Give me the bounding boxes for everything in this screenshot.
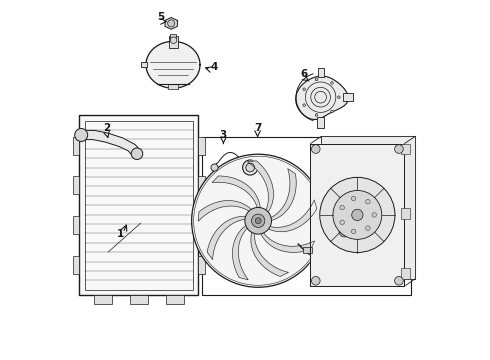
Text: 4: 4 [211, 62, 218, 72]
Circle shape [312, 145, 320, 153]
Polygon shape [270, 169, 296, 221]
Circle shape [245, 207, 271, 234]
Circle shape [351, 196, 356, 201]
Circle shape [171, 37, 177, 44]
Circle shape [303, 104, 305, 107]
Circle shape [312, 276, 320, 285]
Circle shape [331, 110, 333, 113]
Bar [401, 208, 410, 219]
Bar [343, 93, 353, 102]
Circle shape [394, 145, 403, 153]
Polygon shape [310, 144, 404, 286]
Polygon shape [295, 76, 348, 120]
Polygon shape [146, 41, 200, 88]
Bar [168, 84, 178, 89]
Circle shape [394, 276, 403, 285]
Bar [166, 295, 184, 304]
Polygon shape [198, 201, 252, 221]
Circle shape [331, 82, 333, 84]
Circle shape [243, 160, 258, 175]
Polygon shape [321, 136, 415, 279]
Circle shape [192, 154, 325, 287]
Circle shape [315, 114, 318, 116]
Bar [169, 36, 178, 48]
Circle shape [74, 129, 88, 141]
Bar [73, 256, 79, 274]
Bar [318, 117, 324, 128]
Bar [198, 256, 205, 274]
Bar [303, 247, 313, 253]
Circle shape [340, 220, 344, 225]
Text: 6: 6 [301, 69, 308, 79]
Polygon shape [212, 176, 260, 209]
Bar [401, 144, 410, 154]
Bar [171, 34, 176, 38]
Bar [73, 216, 79, 234]
Circle shape [131, 148, 143, 159]
Circle shape [372, 213, 376, 217]
Bar [85, 121, 193, 290]
Circle shape [338, 96, 340, 99]
Circle shape [352, 209, 363, 221]
Circle shape [303, 88, 305, 91]
Circle shape [351, 229, 356, 234]
Bar [198, 176, 205, 194]
Polygon shape [247, 161, 273, 213]
Text: 2: 2 [103, 123, 110, 133]
Polygon shape [207, 216, 247, 260]
Bar [318, 68, 324, 77]
Bar [79, 115, 198, 295]
Text: 5: 5 [157, 12, 164, 22]
Bar [198, 216, 205, 234]
Bar [202, 137, 411, 295]
Bar [198, 137, 205, 155]
Bar [94, 295, 112, 304]
Circle shape [168, 20, 175, 27]
Circle shape [333, 190, 382, 239]
Bar [401, 268, 410, 279]
Circle shape [339, 226, 350, 237]
Circle shape [336, 222, 353, 240]
Text: 1: 1 [117, 229, 124, 239]
Bar [73, 176, 79, 194]
Circle shape [320, 177, 395, 252]
Bar [130, 295, 148, 304]
Bar [73, 137, 79, 155]
Circle shape [251, 214, 265, 228]
Polygon shape [251, 231, 289, 276]
Text: 7: 7 [254, 123, 261, 133]
Circle shape [366, 226, 370, 230]
Bar [141, 62, 147, 67]
Text: 3: 3 [220, 130, 227, 140]
Circle shape [211, 164, 218, 171]
Polygon shape [233, 225, 248, 280]
Circle shape [246, 163, 254, 172]
Circle shape [366, 199, 370, 204]
Polygon shape [268, 200, 317, 232]
Polygon shape [260, 232, 315, 252]
Circle shape [315, 78, 318, 81]
Circle shape [255, 218, 261, 224]
Polygon shape [165, 18, 177, 29]
Circle shape [340, 205, 344, 210]
